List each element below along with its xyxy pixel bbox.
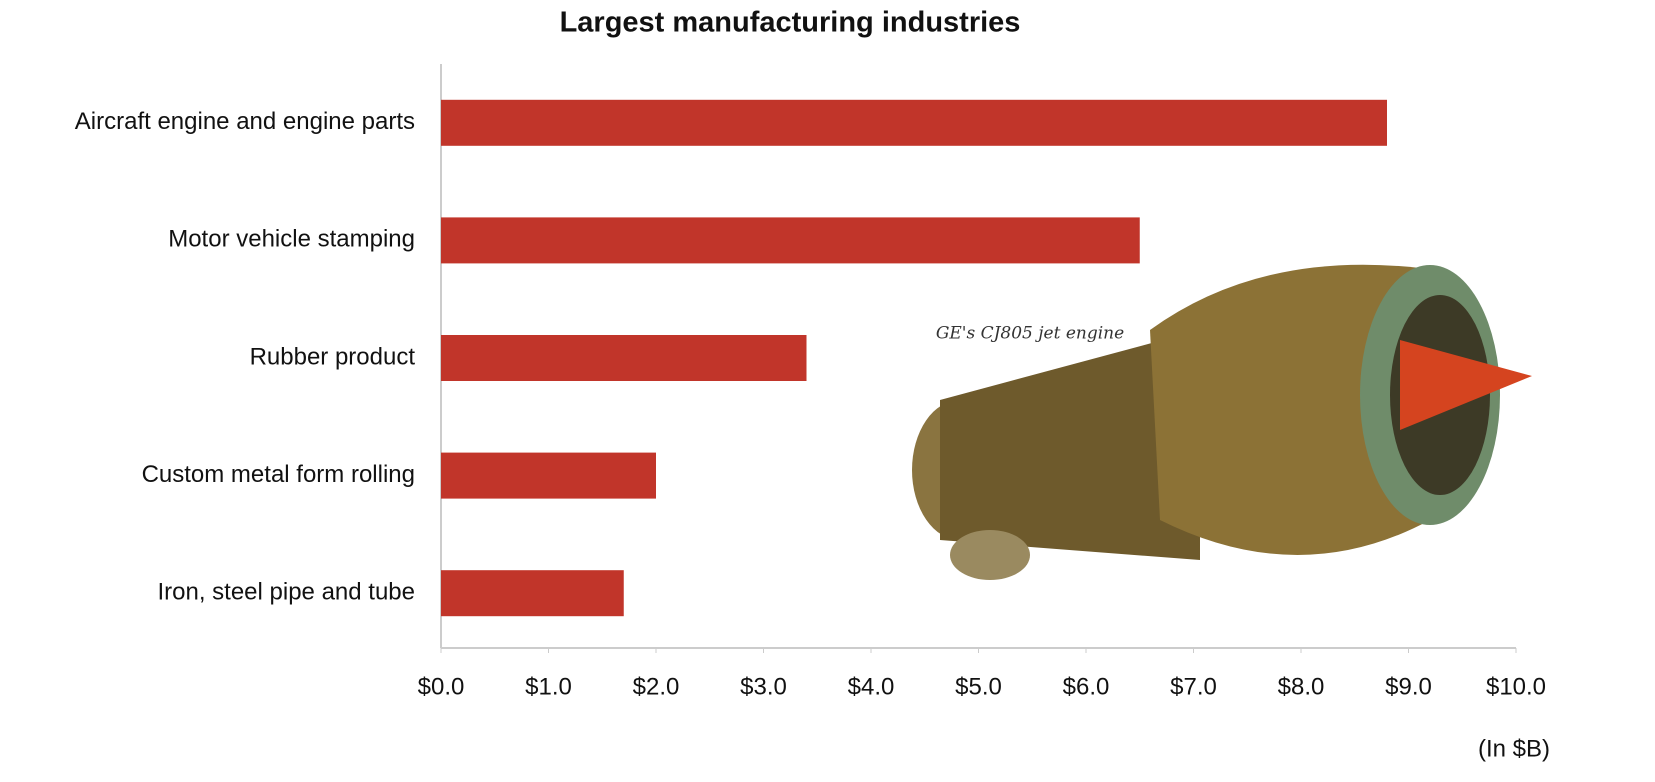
x-tick-label: $0.0 [418,673,465,700]
y-tick-label: Rubber product [250,343,416,370]
x-tick-label: $5.0 [955,673,1002,700]
engine-accessory [950,530,1030,580]
engine-core [940,330,1200,560]
y-tick-label: Iron, steel pipe and tube [157,579,415,606]
x-tick-label: $2.0 [633,673,680,700]
bar [441,99,1387,146]
engine-body [1150,264,1430,555]
x-unit-label: (In $B) [1478,735,1550,762]
y-tick-label: Custom metal form rolling [142,461,415,488]
bars [441,99,1387,617]
x-tick-label: $7.0 [1170,673,1217,700]
x-tick-label: $9.0 [1385,673,1432,700]
x-tick-label: $1.0 [525,673,572,700]
x-tick-label: $3.0 [740,673,787,700]
x-tick-label: $6.0 [1063,673,1110,700]
bar [441,335,807,381]
x-tick-label: $10.0 [1486,673,1546,700]
annotation: GE's CJ805 jet engine [936,324,1124,344]
engine-illustration [912,264,1532,580]
y-tick-label: Motor vehicle stamping [168,226,415,253]
y-tick-label: Aircraft engine and engine parts [75,108,415,135]
bar [441,452,656,499]
x-tick-label: $4.0 [848,673,895,700]
chart-title: Largest manufacturing industries [560,7,1021,39]
x-tick-label: $8.0 [1278,673,1325,700]
engine-cone [1400,340,1532,430]
bar [441,570,624,617]
bar [441,217,1140,264]
